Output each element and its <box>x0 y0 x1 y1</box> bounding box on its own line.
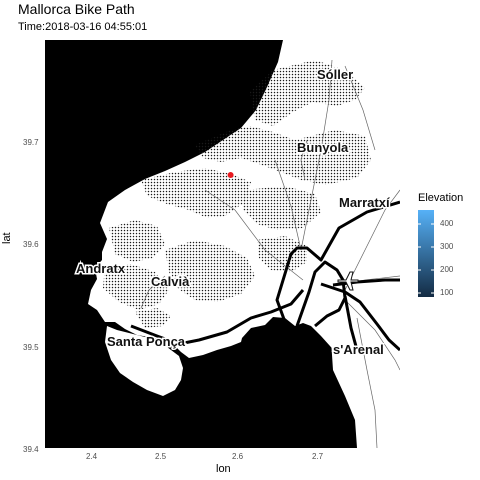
y-tick-label: 39.7 <box>23 138 39 147</box>
x-tick-label: 2.5 <box>155 452 167 461</box>
place-label-marratxi: Marratxí <box>339 195 390 210</box>
place-label-bunyola: Bunyola <box>297 140 349 155</box>
y-axis-title: lat <box>1 232 13 244</box>
current-position-marker <box>227 172 234 178</box>
place-label-s-arenal: s'Arenal <box>333 342 384 357</box>
legend-label: 200 <box>440 265 454 274</box>
x-axis-title: lon <box>216 463 231 475</box>
legend-colorbar <box>418 210 434 297</box>
place-label-andratx: Andratx <box>76 261 126 276</box>
terrain-dots <box>103 60 371 328</box>
place-label-soller: Sóller <box>317 67 353 82</box>
y-tick-label: 39.4 <box>23 445 39 454</box>
minor-roads <box>140 59 400 448</box>
chart-title: Mallorca Bike Path <box>18 1 135 17</box>
legend-label: 100 <box>440 288 454 297</box>
x-tick-label: 2.4 <box>86 452 98 461</box>
x-tick-label: 2.6 <box>232 452 244 461</box>
y-tick-label: 39.6 <box>23 240 39 249</box>
place-labels: Sóller Bunyola Marratxí Andratx Calvià S… <box>75 66 392 359</box>
land-headland <box>331 340 400 448</box>
legend-title: Elevation <box>418 192 464 204</box>
chart-subtitle: Time:2018-03-16 04:55:01 <box>18 21 148 33</box>
place-label-calvia: Calvià <box>151 274 190 289</box>
major-roads <box>130 200 400 352</box>
map-panel[interactable]: Sóller Bunyola Marratxí Andratx Calvià S… <box>45 40 400 448</box>
y-tick-label: 39.5 <box>23 343 39 352</box>
legend-label: 400 <box>440 219 454 228</box>
airport-icon <box>337 271 359 291</box>
place-label-santa-ponca: Santa Ponça <box>107 334 186 349</box>
x-tick-label: 2.7 <box>312 452 324 461</box>
land-peninsula <box>105 326 183 396</box>
legend-label: 300 <box>440 242 454 251</box>
